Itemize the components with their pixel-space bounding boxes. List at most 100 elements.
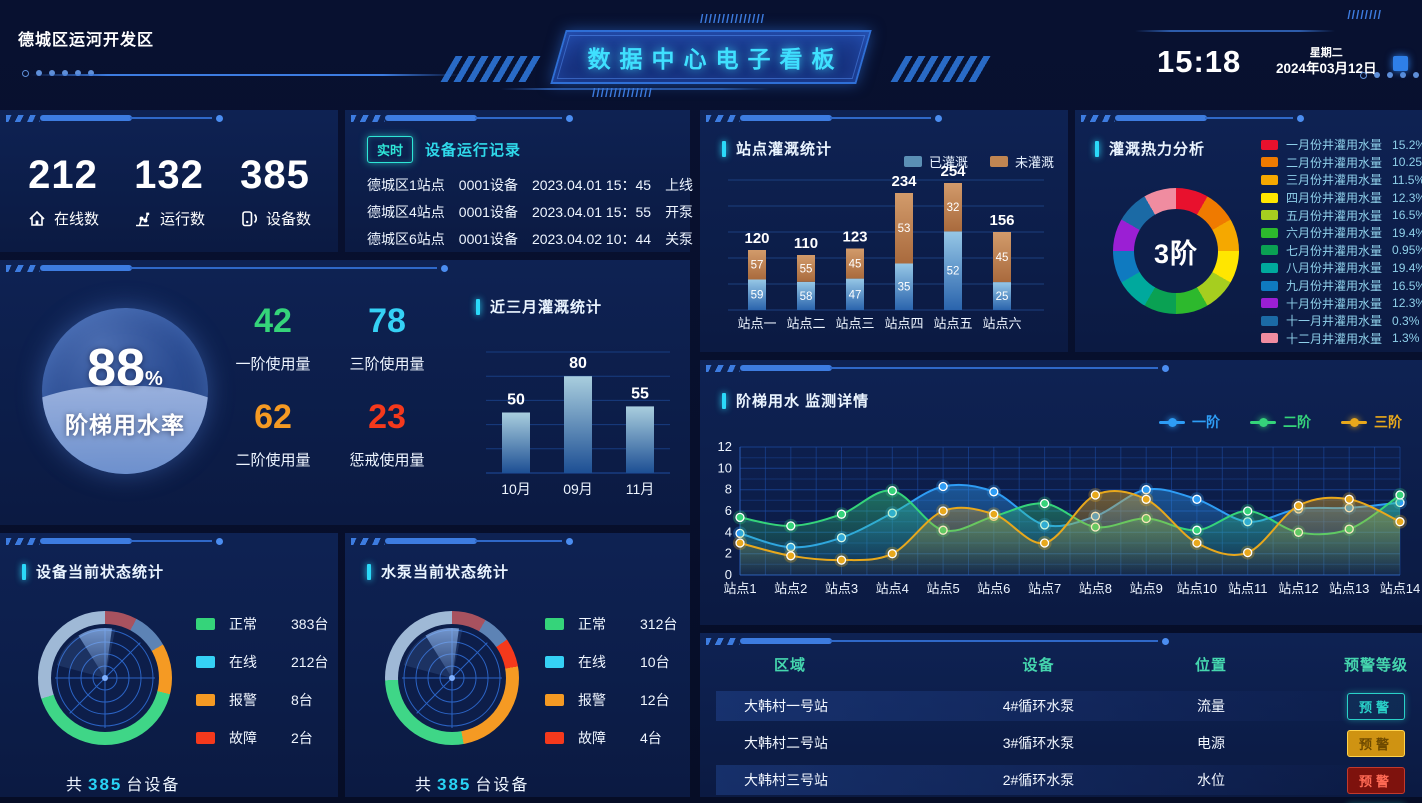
log-action: 开泵 — [665, 204, 694, 220]
svg-text:站点10: 站点10 — [1177, 581, 1217, 596]
tier3-label: 三阶使用量 — [349, 356, 425, 373]
pump-status-title: 水泵当前状态统计 — [381, 564, 510, 581]
penalty-usage: 23 惩戒使用量 — [322, 398, 452, 470]
hatch-left — [440, 56, 542, 82]
table-row: 大韩村一号站 4#循环水泵 流量 预警 — [716, 691, 1406, 721]
legend-tier2[interactable]: 二阶 — [1250, 412, 1311, 432]
svg-text:32: 32 — [947, 202, 960, 214]
header-line-left2 — [500, 88, 770, 90]
svg-text:站点13: 站点13 — [1329, 581, 1369, 596]
legend-fault[interactable]: 故障 4台 — [545, 719, 677, 757]
svg-text:55: 55 — [631, 385, 649, 402]
tier2-usage: 62 二阶使用量 — [208, 398, 338, 470]
legend-online[interactable]: 在线 212台 — [196, 643, 328, 681]
heat-legend-item[interactable]: 三月份井灌用水量 11.5% — [1261, 171, 1422, 189]
date-label: 2024年03月12日 — [1276, 61, 1377, 76]
header-dots-right — [1360, 72, 1419, 79]
svg-text:234: 234 — [891, 173, 917, 190]
line-series-三阶 — [733, 488, 1407, 575]
legend-alarm[interactable]: 报警 12台 — [545, 681, 677, 719]
slashes-bottom: ////////////// — [592, 86, 653, 100]
stacked-bar: 110 58 55 站点二 — [786, 235, 825, 331]
panel-tier-monitor: 阶梯用水 监测详情 一阶 二阶 三阶 0 2 4 6 8 10 12 站点1 站点2 站点3 站点4… — [700, 360, 1422, 625]
tier3-usage: 78 三阶使用量 — [322, 302, 452, 374]
svg-text:站点2: 站点2 — [774, 581, 807, 596]
panel-alarm-table: 区域 设备 位置 预警等级 大韩村一号站 4#循环水泵 流量 预警 大韩村二号站… — [700, 633, 1422, 797]
pump-status-legend: 正常 312台 在线 10台 报警 12台 故障 4台 — [545, 605, 677, 757]
line-series-一阶 — [733, 479, 1407, 575]
legend-tier3[interactable]: 三阶 — [1341, 412, 1402, 432]
svg-text:120: 120 — [744, 230, 769, 247]
title-tick — [722, 392, 726, 409]
stat-online-value: 212 — [28, 153, 98, 197]
legend-not-irrigated[interactable]: 未灌溉 — [989, 152, 1054, 171]
svg-text:110: 110 — [794, 235, 818, 252]
table-row: 大韩村二号站 3#循环水泵 电源 预警 — [716, 728, 1406, 758]
log-action: 关泵 — [665, 231, 694, 247]
svg-text:站点一: 站点一 — [737, 316, 776, 331]
water-sphere: 88% 阶梯用水率 — [42, 308, 208, 474]
warn-button[interactable]: 预警 — [1346, 766, 1405, 794]
weekday-label: 星期二 — [1309, 47, 1343, 59]
legend-fault[interactable]: 故障 2台 — [196, 719, 328, 757]
hatch-right — [890, 56, 992, 82]
penalty-label: 惩戒使用量 — [349, 452, 425, 469]
tier1-label: 一阶使用量 — [235, 356, 311, 373]
legend-online[interactable]: 在线 10台 — [545, 643, 677, 681]
svg-text:12: 12 — [718, 439, 732, 454]
stacked-bar: 120 59 57 站点一 — [737, 230, 776, 331]
heat-legend-item[interactable]: 十一月井灌用水量 0.3% — [1261, 312, 1419, 330]
svg-text:10: 10 — [718, 460, 732, 475]
svg-text:站点8: 站点8 — [1079, 581, 1112, 596]
water-percent-unit: % — [145, 367, 163, 390]
line-series-二阶 — [733, 483, 1407, 575]
device-status-radar — [38, 611, 172, 745]
log-device: 0001设备 — [458, 177, 518, 193]
log-row: 德城区4站点 0001设备 2023.04.01 15：55 开泵 — [367, 199, 693, 226]
svg-text:47: 47 — [849, 289, 862, 301]
stat-running: 132 运行数 — [133, 153, 205, 229]
svg-text:站点12: 站点12 — [1278, 581, 1318, 596]
warn-button[interactable]: 预警 — [1346, 729, 1405, 757]
stat-online-label: 在线数 — [53, 211, 99, 228]
stat-devices: 385 设备数 — [239, 153, 311, 229]
legend-irrigated[interactable]: 已灌溉 — [903, 152, 968, 171]
realtime-badge: 实时 — [367, 136, 414, 163]
title-tick — [22, 563, 26, 580]
months-chart-title: 近三月灌溉统计 — [490, 299, 603, 316]
heat-legend-item[interactable]: 十二月井灌用水量 1.3% — [1261, 330, 1419, 348]
svg-text:57: 57 — [751, 260, 764, 272]
main-title-banner: 数据中心电子看板 — [550, 30, 872, 84]
heat-legend-item[interactable]: 二月份井灌用水量 10.25 — [1261, 154, 1422, 172]
tier3-value: 78 — [368, 302, 406, 340]
panel-device-status: 设备当前状态统计 正常 383台 在线 212台 报警 8台 故障 2台 共 385 台设备 — [0, 533, 338, 797]
svg-text:35: 35 — [898, 282, 911, 294]
svg-text:站点11: 站点11 — [1228, 581, 1268, 596]
svg-text:2: 2 — [725, 546, 732, 561]
svg-text:站点五: 站点五 — [933, 316, 972, 331]
title-tick — [722, 140, 726, 157]
panel-pump-status: 水泵当前状态统计 正常 312台 在线 10台 报警 12台 故障 4台 共 385 台设备 — [345, 533, 690, 797]
svg-text:11月: 11月 — [626, 481, 655, 497]
legend-normal[interactable]: 正常 312台 — [545, 605, 677, 643]
legend-tier1[interactable]: 一阶 — [1159, 412, 1220, 432]
stat-devices-value: 385 — [240, 153, 310, 197]
svg-text:站点4: 站点4 — [876, 581, 909, 596]
svg-text:45: 45 — [849, 259, 862, 271]
legend-normal[interactable]: 正常 383台 — [196, 605, 328, 643]
legend-alarm[interactable]: 报警 8台 — [196, 681, 328, 719]
svg-text:站点六: 站点六 — [982, 316, 1021, 331]
stat-running-label: 运行数 — [159, 211, 205, 228]
warn-button[interactable]: 预警 — [1346, 692, 1405, 720]
